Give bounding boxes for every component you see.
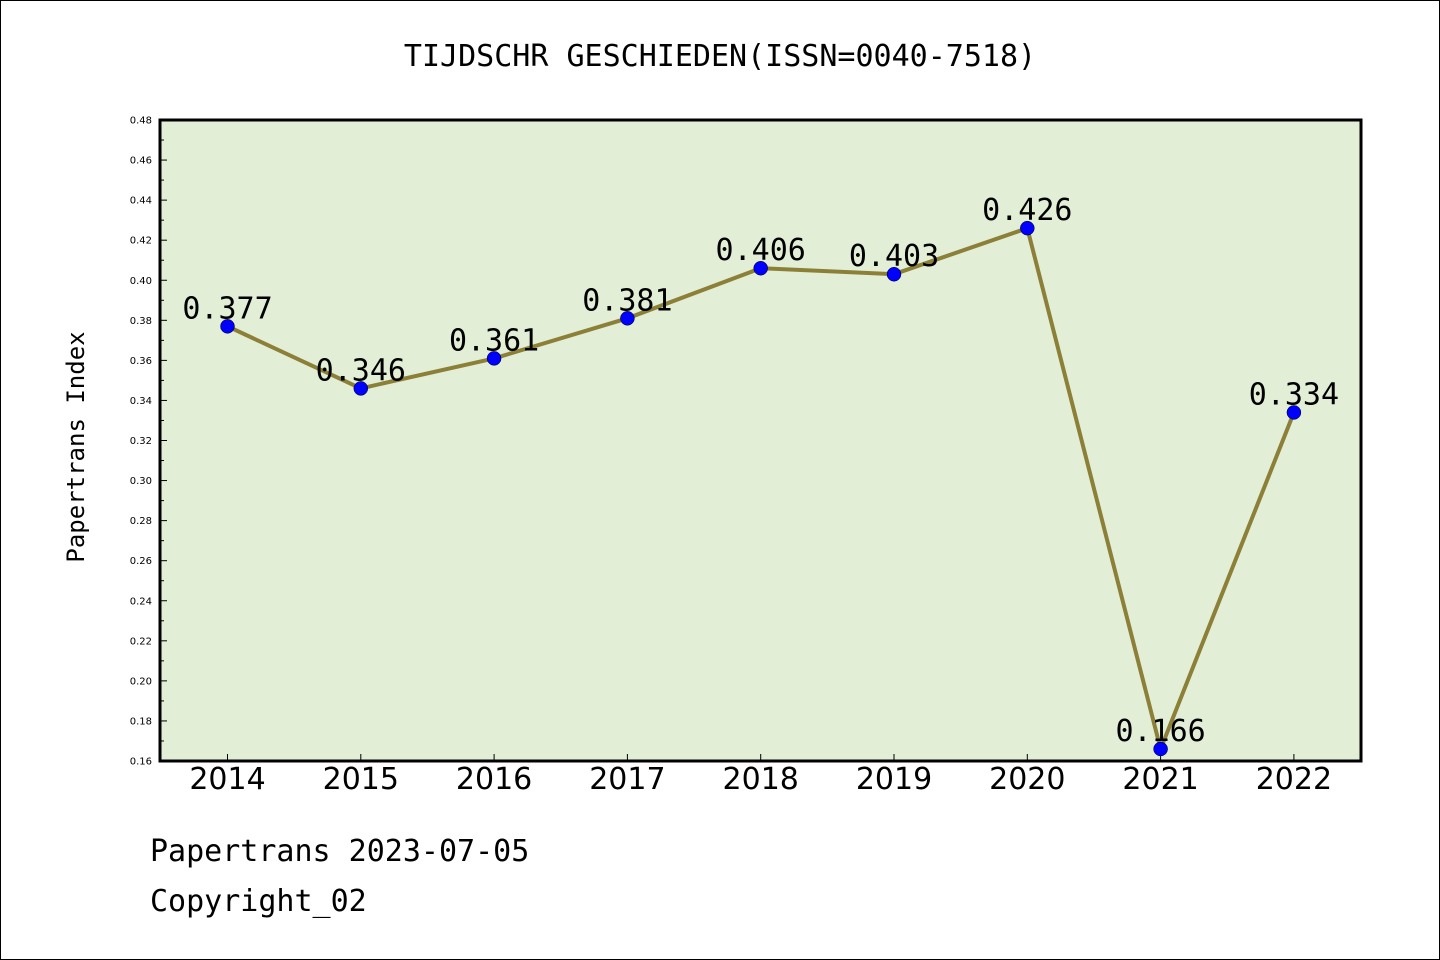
y-tick-label: 0.48 (130, 116, 152, 127)
y-tick-label: 0.30 (130, 476, 152, 487)
x-tick-label: 2019 (856, 762, 932, 797)
data-point (1286, 405, 1302, 420)
y-tick-label: 0.38 (130, 316, 152, 327)
x-tick-label: 2018 (723, 762, 799, 797)
chart-title: TIJDSCHR GESCHIEDEN(ISSN=0040-7518) (404, 39, 1036, 74)
data-point (886, 266, 902, 282)
y-tick-label: 0.26 (130, 556, 152, 567)
data-label: 0.403 (849, 239, 939, 274)
x-tick-label: 2017 (589, 762, 665, 797)
footer-copyright: Copyright_02 (150, 884, 367, 919)
data-point (620, 311, 635, 326)
y-tick-label: 0.24 (130, 596, 152, 607)
x-tick-label: 2014 (189, 762, 265, 797)
y-tick-label: 0.28 (130, 516, 152, 527)
y-tick-label: 0.42 (130, 236, 152, 247)
data-label: 0.346 (316, 353, 406, 388)
y-axis-label: Papertrans Index (62, 331, 90, 562)
data-label: 0.361 (449, 323, 539, 358)
series-layer: 0.377 0.346 0.361 0.381 0.406 0.403 0.426 0.166… (182, 193, 1339, 757)
data-point (1153, 741, 1168, 757)
data-label: 0.377 (182, 291, 272, 326)
data-label: 0.406 (716, 233, 806, 268)
y-tick-label: 0.34 (130, 396, 152, 407)
y-tick-label: 0.22 (130, 636, 152, 647)
data-point (353, 381, 369, 396)
data-point (486, 351, 502, 366)
data-point (753, 260, 768, 276)
data-label: 0.381 (582, 283, 672, 318)
y-tick-label: 0.18 (130, 716, 152, 727)
data-point (1020, 220, 1035, 236)
y-tick-label: 0.20 (130, 676, 152, 687)
y-tick-label: 0.36 (130, 356, 152, 367)
y-tick-label: 0.46 (130, 156, 152, 167)
y-axis-ticks: 0.16 0.18 0.20 0.22 0.24 0.26 0.28 0.30 0.32 0.34… (130, 116, 167, 768)
x-tick-label: 2015 (323, 762, 399, 797)
x-tick-label: 2016 (456, 762, 532, 797)
x-tick-label: 2021 (1122, 762, 1198, 797)
data-label: 0.426 (982, 193, 1072, 228)
footer-date: Papertrans 2023-07-05 (150, 834, 530, 869)
data-point (220, 319, 235, 334)
y-tick-label: 0.32 (130, 436, 152, 447)
data-label: 0.334 (1249, 377, 1339, 412)
plot-area (158, 118, 1363, 763)
x-tick-label: 2022 (1256, 762, 1332, 797)
x-axis-ticks: 2014 2015 2016 2017 2018 2019 2020 2021 2022 (189, 754, 1332, 797)
y-tick-label: 0.44 (130, 196, 152, 207)
y-tick-label: 0.40 (130, 276, 152, 287)
x-tick-label: 2020 (989, 762, 1065, 797)
data-label: 0.166 (1115, 714, 1205, 749)
y-tick-label: 0.16 (130, 757, 152, 768)
